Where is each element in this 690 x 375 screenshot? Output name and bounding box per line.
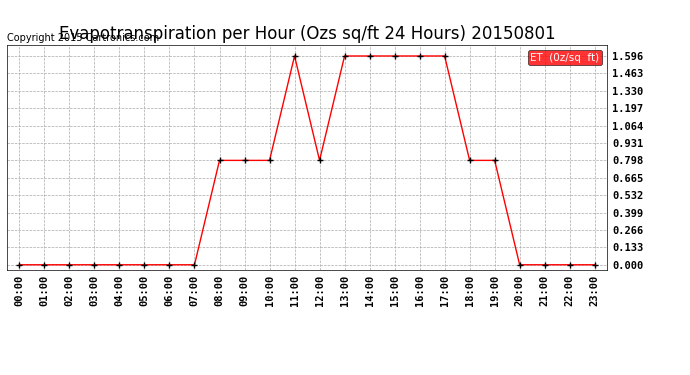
Title: Evapotranspiration per Hour (Ozs sq/ft 24 Hours) 20150801: Evapotranspiration per Hour (Ozs sq/ft 2… [59, 26, 555, 44]
Text: Copyright 2015 Cartronics.com: Copyright 2015 Cartronics.com [7, 33, 159, 43]
Legend: ET  (0z/sq  ft): ET (0z/sq ft) [528, 50, 602, 65]
